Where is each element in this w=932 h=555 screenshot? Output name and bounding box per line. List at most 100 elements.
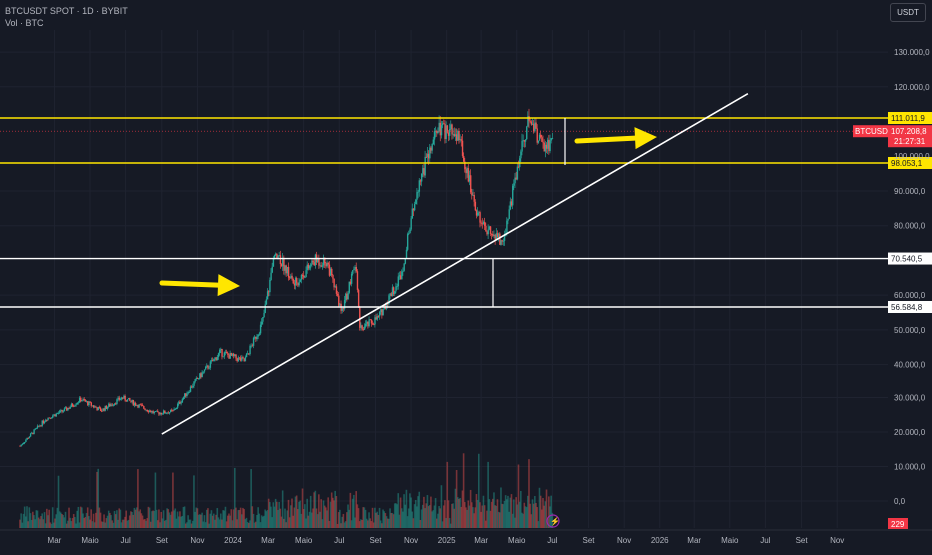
x-tick-label: 2025 (438, 536, 456, 545)
candle-body (297, 282, 299, 286)
volume-bar (177, 516, 180, 528)
candle-body (551, 138, 554, 139)
candle-body (88, 401, 90, 406)
volume-bar (174, 508, 177, 528)
candle-body (327, 262, 329, 265)
volume-bar (50, 523, 53, 528)
candle-body (60, 409, 62, 411)
candle-body (22, 443, 25, 445)
volume-bar (22, 513, 25, 528)
time-axis[interactable]: Mar Maio Jul Set Nov 2024 Mar Maio Jul Set Nov 2025… (0, 529, 932, 545)
candle-body (214, 357, 216, 359)
candle-body (279, 255, 282, 265)
candle-body (360, 325, 362, 328)
candle-body (169, 409, 172, 413)
volume-bar (386, 518, 389, 528)
volume-bar (506, 499, 508, 528)
volume-bar (156, 520, 159, 528)
volume-bar (320, 499, 322, 528)
volume-bar (43, 512, 46, 528)
arrow-shaft (574, 135, 638, 144)
candle-body (46, 420, 48, 421)
candle-body (259, 324, 262, 334)
candle-body (544, 144, 547, 152)
volume-bar (138, 511, 140, 528)
level-lines[interactable]: 111.011,9 98.053,1 70.540,5 56.584,8 BTCUSDT… (0, 112, 932, 313)
candle-body (157, 410, 159, 413)
candle-body (26, 437, 28, 440)
candle-body (310, 264, 312, 266)
volume-bar (69, 517, 71, 528)
candle-body (48, 417, 50, 419)
price-axis[interactable]: 130.000,0 120.000,0 90.000,0 80.000,0 60.000… (888, 48, 930, 529)
volume-bar (283, 518, 285, 528)
y-tick-label: 60.000,0 (894, 291, 926, 300)
volume-bar (266, 509, 269, 528)
candle-body (427, 153, 430, 159)
volume-bar (44, 523, 47, 528)
candle-body (296, 277, 298, 283)
candle-body (263, 312, 265, 318)
candle-body (77, 402, 80, 404)
candle-body (377, 316, 380, 317)
volume-bar (123, 519, 125, 528)
volume-bar (523, 502, 526, 528)
volume-bar (537, 521, 540, 528)
level-label: 98.053,1 (891, 159, 923, 168)
candle-body (482, 221, 485, 225)
candle-body (251, 345, 254, 347)
volume-bar (368, 512, 370, 528)
volume-bar (393, 503, 396, 528)
volume-bar (371, 507, 374, 528)
volume-bar (416, 506, 418, 528)
volume-bar (107, 510, 110, 528)
volume-bar (402, 511, 404, 528)
volume-bar (141, 515, 144, 528)
candle-body (24, 441, 26, 444)
volume-bar (169, 514, 172, 528)
candle-body (456, 134, 458, 141)
candle-body (186, 393, 188, 397)
candle-body (134, 403, 137, 406)
volume-bar (278, 502, 280, 528)
candle-body (82, 399, 84, 401)
candle-body (52, 415, 54, 418)
volume-bar (162, 510, 165, 528)
candle-body (390, 293, 393, 297)
candle-body (484, 221, 486, 226)
volume-bar (77, 506, 80, 528)
candle-body (331, 268, 333, 275)
volume-bar (153, 510, 156, 528)
volume-bar (250, 469, 252, 528)
volume-bar (339, 509, 341, 528)
candle-body (382, 309, 384, 316)
volume-bar (235, 507, 237, 528)
volume-bar (327, 497, 329, 528)
candle-body (510, 201, 513, 206)
volume-bar (100, 521, 103, 528)
candle-body (333, 278, 335, 288)
currency-button[interactable]: USDT (890, 3, 926, 22)
candle-body (423, 168, 425, 176)
drawings[interactable]: ⚡ (159, 93, 749, 528)
candle-body (35, 427, 38, 429)
x-tick-label: Jul (121, 536, 131, 545)
volume-bar (407, 508, 410, 528)
volume-bar (295, 495, 298, 528)
volume-bar (265, 511, 268, 528)
volume-bar (318, 494, 320, 528)
candle-body (424, 156, 426, 176)
candle-body (105, 405, 108, 409)
volume-bar (428, 505, 431, 528)
candle-body (215, 357, 217, 361)
candle-body (270, 272, 272, 280)
volume-bar (337, 512, 340, 528)
volume-bar (465, 507, 467, 528)
volume-bar (284, 508, 286, 528)
volume-bar (502, 504, 505, 528)
y-tick-label: 120.000,0 (894, 83, 930, 92)
candle-body (493, 234, 495, 236)
volume-bar (426, 495, 429, 528)
